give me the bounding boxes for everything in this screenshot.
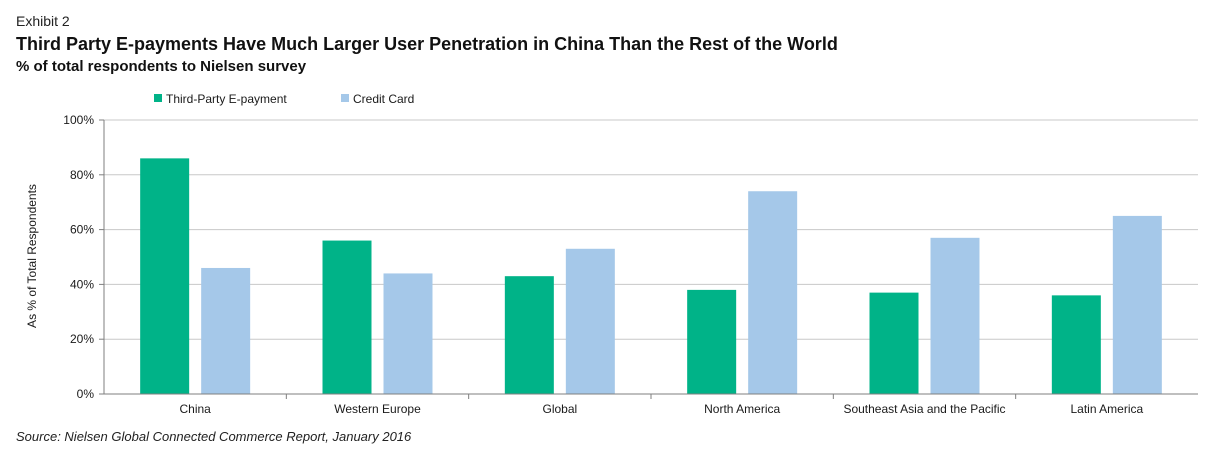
bar-third-party-e-payment <box>322 240 372 394</box>
x-tick-label: Southeast Asia and the Pacific <box>843 402 1005 416</box>
legend-label: Credit Card <box>353 92 414 106</box>
x-tick-label: Latin America <box>1070 402 1143 416</box>
x-tick-label: Western Europe <box>334 402 421 416</box>
bars <box>140 158 1162 394</box>
legend-label: Third-Party E-payment <box>166 92 287 106</box>
bar-third-party-e-payment <box>1051 295 1101 394</box>
y-tick-label: 60% <box>70 223 94 237</box>
y-tick-label: 40% <box>70 277 94 291</box>
bar-credit-card <box>201 267 251 394</box>
bar-third-party-e-payment <box>504 276 554 394</box>
source-note: Source: Nielsen Global Connected Commerc… <box>16 429 412 444</box>
chart-subtitle: % of total respondents to Nielsen survey <box>16 58 307 75</box>
chart-title: Third Party E-payments Have Much Larger … <box>16 34 838 54</box>
bar-credit-card <box>383 273 433 394</box>
legend-swatch <box>341 94 349 102</box>
x-tick-label: Global <box>542 402 577 416</box>
bar-third-party-e-payment <box>687 289 737 394</box>
y-axis-title: As % of Total Respondents <box>25 184 39 328</box>
grid-lines <box>104 119 1198 340</box>
y-tick-label: 20% <box>70 332 94 346</box>
y-tick-label: 0% <box>77 387 95 401</box>
bar-credit-card <box>748 191 798 394</box>
bar-third-party-e-payment <box>869 292 919 394</box>
y-tick-label: 80% <box>70 168 94 182</box>
bar-credit-card <box>930 237 980 394</box>
legend-swatch <box>154 94 162 102</box>
x-tick-label: China <box>179 402 211 416</box>
chart-header: Exhibit 2 Third Party E-payments Have Mu… <box>16 12 1196 77</box>
bar-credit-card <box>1112 215 1162 394</box>
x-tick-label: North America <box>704 402 780 416</box>
exhibit-label: Exhibit 2 <box>16 13 70 29</box>
legend: Third-Party E-payment Credit Card <box>154 92 414 106</box>
y-tick-label: 100% <box>63 113 94 127</box>
bar-third-party-e-payment <box>140 158 190 394</box>
axes: 0% 20% 40% 60% 80% 100% China Western Europe Glo… <box>63 113 1198 416</box>
bar-credit-card <box>565 248 615 394</box>
